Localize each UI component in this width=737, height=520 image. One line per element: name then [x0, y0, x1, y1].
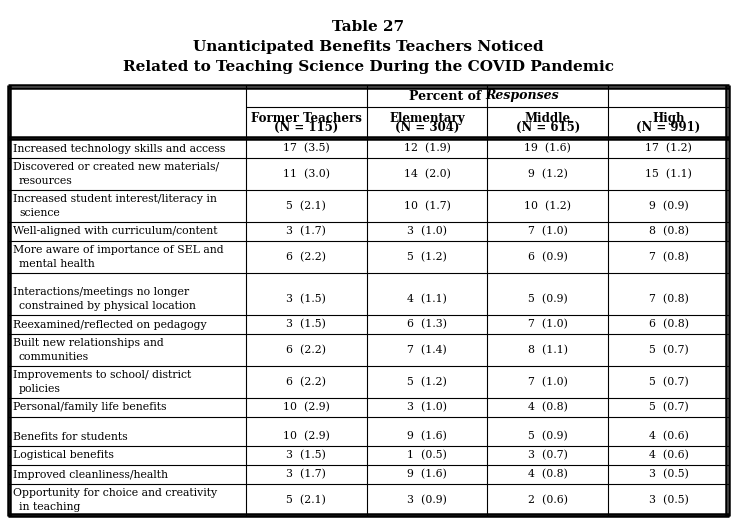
Text: 4  (0.6): 4 (0.6) — [649, 450, 688, 461]
Text: 3  (1.5): 3 (1.5) — [287, 319, 326, 330]
Text: 6  (2.2): 6 (2.2) — [286, 377, 326, 387]
Text: 4  (1.1): 4 (1.1) — [407, 294, 447, 304]
Text: 3  (1.5): 3 (1.5) — [287, 294, 326, 304]
Text: 8  (1.1): 8 (1.1) — [528, 345, 567, 355]
Text: 4  (0.8): 4 (0.8) — [528, 402, 567, 413]
Text: communities: communities — [19, 352, 89, 362]
Text: 10  (1.2): 10 (1.2) — [524, 201, 571, 211]
Text: Personal/family life benefits: Personal/family life benefits — [13, 402, 167, 412]
Text: Improvements to school/ district: Improvements to school/ district — [13, 370, 191, 380]
Text: (N = 115): (N = 115) — [274, 121, 338, 134]
Text: 9  (1.2): 9 (1.2) — [528, 169, 567, 179]
Text: Related to Teaching Science During the COVID Pandemic: Related to Teaching Science During the C… — [123, 60, 614, 74]
Text: Elementary: Elementary — [389, 112, 465, 125]
Text: 10  (2.9): 10 (2.9) — [283, 432, 329, 441]
Text: 5  (2.1): 5 (2.1) — [287, 495, 326, 505]
Text: (N = 615): (N = 615) — [516, 121, 580, 134]
Text: 3  (0.7): 3 (0.7) — [528, 450, 567, 461]
Text: Opportunity for choice and creativity: Opportunity for choice and creativity — [13, 488, 217, 498]
Text: 3  (1.7): 3 (1.7) — [287, 470, 326, 479]
Text: Logistical benefits: Logistical benefits — [13, 450, 114, 461]
Text: 3  (1.7): 3 (1.7) — [287, 226, 326, 237]
Text: Increased student interest/literacy in: Increased student interest/literacy in — [13, 194, 217, 204]
Text: 17  (1.2): 17 (1.2) — [645, 144, 692, 153]
Text: 9  (1.6): 9 (1.6) — [407, 432, 447, 441]
Text: 5  (1.2): 5 (1.2) — [407, 377, 447, 387]
Text: 7  (0.8): 7 (0.8) — [649, 252, 688, 262]
Text: Built new relationships and: Built new relationships and — [13, 338, 164, 348]
Text: Well-aligned with curriculum/content: Well-aligned with curriculum/content — [13, 227, 217, 237]
Text: 6  (2.2): 6 (2.2) — [286, 345, 326, 355]
Text: Percent of: Percent of — [409, 89, 486, 102]
Text: Reexamined/reflected on pedagogy: Reexamined/reflected on pedagogy — [13, 319, 206, 330]
Text: 9  (0.9): 9 (0.9) — [649, 201, 688, 211]
Text: Increased technology skills and access: Increased technology skills and access — [13, 144, 226, 153]
Text: 4  (0.6): 4 (0.6) — [649, 432, 688, 441]
Text: science: science — [19, 208, 60, 218]
Text: in teaching: in teaching — [19, 502, 80, 512]
Text: constrained by physical location: constrained by physical location — [19, 301, 196, 311]
Text: 5  (0.9): 5 (0.9) — [528, 432, 567, 441]
Text: Former Teachers: Former Teachers — [251, 112, 362, 125]
Text: Benefits for students: Benefits for students — [13, 432, 128, 441]
Text: Middle: Middle — [525, 112, 571, 125]
Text: 7  (1.0): 7 (1.0) — [528, 319, 567, 330]
Text: 5  (0.7): 5 (0.7) — [649, 377, 688, 387]
Text: 19  (1.6): 19 (1.6) — [525, 144, 571, 153]
Text: 15  (1.1): 15 (1.1) — [645, 169, 692, 179]
Text: Unanticipated Benefits Teachers Noticed: Unanticipated Benefits Teachers Noticed — [193, 40, 544, 54]
Text: 6  (0.8): 6 (0.8) — [649, 319, 688, 330]
Text: 3  (1.0): 3 (1.0) — [407, 402, 447, 413]
Text: 5  (2.1): 5 (2.1) — [287, 201, 326, 211]
Text: 11  (3.0): 11 (3.0) — [283, 169, 330, 179]
Text: 1  (0.5): 1 (0.5) — [407, 450, 447, 461]
Text: Discovered or created new materials/: Discovered or created new materials/ — [13, 162, 219, 172]
Text: 3  (0.9): 3 (0.9) — [407, 495, 447, 505]
Text: 6  (0.9): 6 (0.9) — [528, 252, 567, 262]
Text: High: High — [652, 112, 685, 125]
Text: 10  (1.7): 10 (1.7) — [404, 201, 450, 211]
Text: 6  (1.3): 6 (1.3) — [407, 319, 447, 330]
Text: 7  (1.0): 7 (1.0) — [528, 377, 567, 387]
Text: 17  (3.5): 17 (3.5) — [283, 144, 329, 153]
Text: resources: resources — [19, 176, 73, 186]
Text: 10  (2.9): 10 (2.9) — [283, 402, 329, 413]
Text: mental health: mental health — [19, 259, 95, 269]
Text: (N = 991): (N = 991) — [637, 121, 701, 134]
Text: 9  (1.6): 9 (1.6) — [407, 470, 447, 479]
Text: 7  (0.8): 7 (0.8) — [649, 294, 688, 304]
Text: 3  (0.5): 3 (0.5) — [649, 495, 688, 505]
Text: 5  (1.2): 5 (1.2) — [407, 252, 447, 262]
Text: policies: policies — [19, 384, 61, 394]
Text: (N = 304): (N = 304) — [395, 121, 459, 134]
Text: 7  (1.0): 7 (1.0) — [528, 226, 567, 237]
Text: 5  (0.7): 5 (0.7) — [649, 402, 688, 413]
Text: Improved cleanliness/health: Improved cleanliness/health — [13, 470, 168, 479]
Text: 3  (1.5): 3 (1.5) — [287, 450, 326, 461]
Text: Responses: Responses — [486, 89, 559, 102]
Text: 5  (0.7): 5 (0.7) — [649, 345, 688, 355]
Text: 2  (0.6): 2 (0.6) — [528, 495, 567, 505]
Text: 6  (2.2): 6 (2.2) — [286, 252, 326, 262]
Text: 3  (1.0): 3 (1.0) — [407, 226, 447, 237]
Text: More aware of importance of SEL and: More aware of importance of SEL and — [13, 245, 223, 255]
Text: 3  (0.5): 3 (0.5) — [649, 470, 688, 479]
Text: Table 27: Table 27 — [332, 20, 405, 34]
Text: Interactions/meetings no longer: Interactions/meetings no longer — [13, 287, 189, 297]
Text: 4  (0.8): 4 (0.8) — [528, 470, 567, 479]
Text: 8  (0.8): 8 (0.8) — [649, 226, 688, 237]
Text: 7  (1.4): 7 (1.4) — [408, 345, 447, 355]
Text: 5  (0.9): 5 (0.9) — [528, 294, 567, 304]
Text: 14  (2.0): 14 (2.0) — [404, 169, 450, 179]
Text: 12  (1.9): 12 (1.9) — [404, 144, 450, 153]
